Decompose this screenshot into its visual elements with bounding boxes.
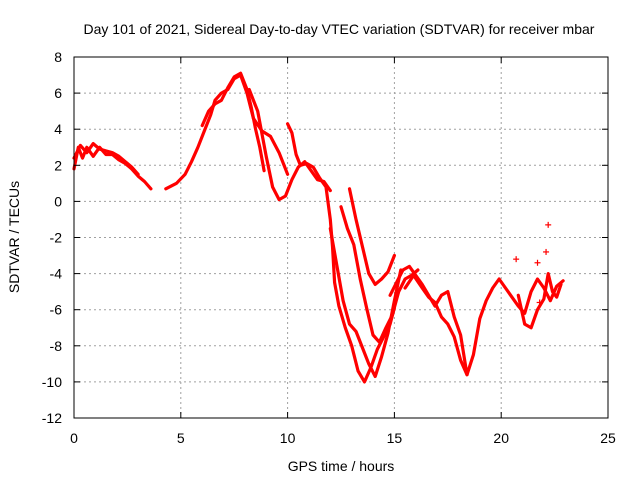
y-tick-label: 4 <box>54 121 62 137</box>
x-tick-label: 10 <box>280 430 296 446</box>
series-track-f <box>286 122 396 384</box>
y-tick-label: 6 <box>54 85 62 101</box>
x-tick-label: 0 <box>70 430 78 446</box>
x-tick-labels: 0 5 10 15 20 25 <box>70 430 616 446</box>
x-tick-label: 15 <box>387 430 403 446</box>
y-tick-label: 2 <box>54 157 62 173</box>
outlier-plus-marker <box>545 221 552 228</box>
grid-lines <box>74 57 608 418</box>
chart-title: Day 101 of 2021, Sidereal Day-to-day VTE… <box>84 21 595 37</box>
x-axis-label: GPS time / hours <box>288 458 395 474</box>
axis-ticks <box>73 56 609 419</box>
x-tick-label: 20 <box>493 430 509 446</box>
y-tick-label: -12 <box>42 410 62 426</box>
y-tick-label: 8 <box>54 49 62 65</box>
series-track-g <box>328 226 403 379</box>
y-tick-label: -6 <box>50 302 63 318</box>
outlier-plus-marker <box>513 256 520 263</box>
x-tick-label: 5 <box>177 430 185 446</box>
series-track-k <box>403 273 469 377</box>
series-track-d <box>200 71 266 173</box>
series-track-h <box>339 205 420 344</box>
series-track-l <box>516 272 563 330</box>
series-track-b <box>72 142 140 176</box>
series-track-e <box>247 87 332 202</box>
y-tick-labels: -12 -10 -8 -6 -4 -2 0 2 4 6 8 <box>42 49 62 426</box>
data-series-group <box>72 71 565 384</box>
series-track-i <box>347 187 396 286</box>
y-tick-label: 0 <box>54 193 62 209</box>
x-tick-label: 25 <box>600 430 616 446</box>
series-track-j <box>388 264 565 377</box>
outlier-plus-marker <box>534 259 541 266</box>
outlier-plus-marker <box>543 248 550 255</box>
y-axis-label: SDTVAR / TECUs <box>6 181 22 293</box>
outlier-plus-marker <box>536 299 543 306</box>
y-tick-label: -10 <box>42 374 62 390</box>
y-tick-label: -4 <box>50 266 63 282</box>
y-tick-label: -8 <box>50 338 63 354</box>
y-tick-label: -2 <box>50 230 63 246</box>
